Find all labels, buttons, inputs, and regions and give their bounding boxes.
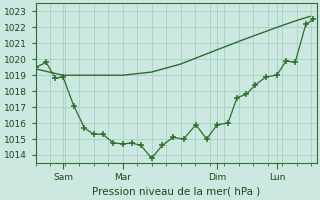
X-axis label: Pression niveau de la mer( hPa ): Pression niveau de la mer( hPa ) — [92, 187, 260, 197]
